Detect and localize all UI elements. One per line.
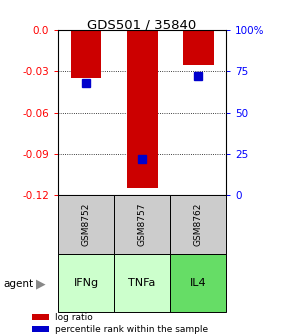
Bar [183,30,213,65]
Bar [58,195,114,254]
Text: GDS501 / 35840: GDS501 / 35840 [88,18,197,32]
Text: ▶: ▶ [36,278,46,290]
Text: GSM8757: GSM8757 [137,203,147,246]
Bar [32,326,49,332]
Text: GSM8762: GSM8762 [194,203,203,246]
Text: GSM8752: GSM8752 [81,203,90,246]
Bar [170,195,226,254]
Text: agent: agent [3,279,33,289]
Text: TNFa: TNFa [128,278,156,288]
Text: IFNg: IFNg [73,278,99,288]
Bar [32,314,49,320]
Bar [170,254,226,312]
Bar [58,254,114,312]
Bar [70,30,102,78]
Bar [114,195,170,254]
Text: percentile rank within the sample: percentile rank within the sample [55,325,208,334]
Text: IL4: IL4 [190,278,206,288]
Text: log ratio: log ratio [55,313,92,322]
Bar [114,254,170,312]
Bar [127,30,157,188]
